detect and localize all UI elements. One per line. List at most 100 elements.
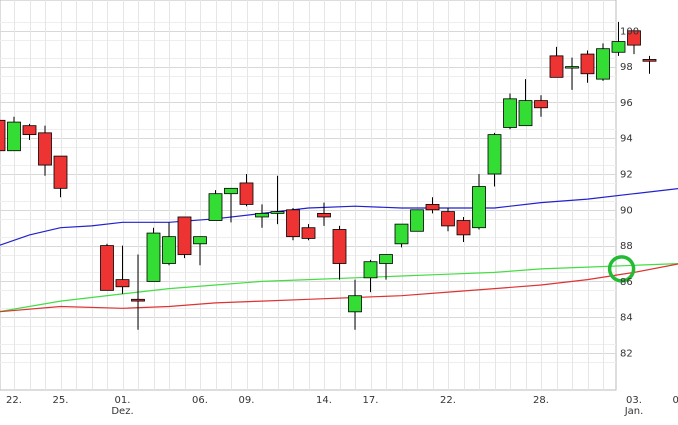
x-tick-label: 17. xyxy=(363,395,379,406)
candle-body xyxy=(53,155,68,189)
candle-body xyxy=(208,193,223,221)
y-tick-label: 94 xyxy=(620,134,633,145)
candle xyxy=(239,174,254,207)
candle xyxy=(7,116,21,152)
candle-body xyxy=(317,212,331,218)
candle xyxy=(100,243,114,291)
plot-area xyxy=(0,0,617,391)
crossover-marker xyxy=(607,255,636,283)
candle-body xyxy=(549,55,564,78)
candle-body xyxy=(270,211,285,214)
x-tick-label: 25. xyxy=(53,395,69,406)
candle xyxy=(456,216,471,243)
candle xyxy=(208,190,223,221)
moving-average-line-1 xyxy=(0,187,678,246)
candle-body xyxy=(503,98,517,128)
candle xyxy=(270,175,285,225)
candle-body xyxy=(115,279,130,288)
candle-body xyxy=(534,100,548,109)
x-tick-label: 06. xyxy=(673,395,678,406)
candle xyxy=(332,225,347,280)
x-tick-label: 28. xyxy=(533,395,549,406)
candle xyxy=(255,204,269,228)
candle xyxy=(193,236,207,266)
candle-body xyxy=(332,229,347,264)
candle xyxy=(549,46,564,78)
y-tick-label: 88 xyxy=(620,241,633,252)
candle-body xyxy=(348,295,362,313)
candle xyxy=(53,155,68,198)
candle xyxy=(394,223,409,248)
candle xyxy=(425,197,440,214)
y-tick-label: 96 xyxy=(620,98,633,109)
candle-body xyxy=(627,30,641,46)
candle-body xyxy=(239,182,254,205)
candle xyxy=(487,132,502,187)
candle xyxy=(363,259,378,293)
candle-body xyxy=(596,48,610,80)
candle-body xyxy=(580,53,595,75)
candle-body xyxy=(100,245,114,291)
y-tick-label: 84 xyxy=(620,313,633,324)
y-tick-label: 86 xyxy=(620,277,633,288)
x-tick-label: 14. xyxy=(316,395,332,406)
candle xyxy=(410,209,424,232)
candle-body xyxy=(425,204,440,211)
candle-body xyxy=(301,227,316,239)
candle-body xyxy=(518,100,533,127)
candle-body xyxy=(7,121,21,152)
candle xyxy=(348,279,362,330)
candle-body xyxy=(146,232,161,282)
candle xyxy=(580,50,595,83)
candle-body xyxy=(22,125,37,136)
x-tick-label: 22. xyxy=(440,395,456,406)
x-tick-label: 22. xyxy=(6,395,22,406)
candle xyxy=(611,21,626,56)
candle-body xyxy=(642,59,657,62)
candle-body xyxy=(441,211,455,227)
candle-body xyxy=(565,66,579,69)
x-tick-sublabel: Dez. xyxy=(111,406,133,417)
y-tick-label: 100 xyxy=(620,26,639,37)
candle xyxy=(472,174,486,230)
gridlines xyxy=(0,0,617,391)
candle xyxy=(22,123,37,140)
candle xyxy=(503,93,517,130)
candle-body xyxy=(456,220,471,236)
y-tick-label: 82 xyxy=(620,349,633,360)
candle-body xyxy=(410,209,424,232)
candle-body xyxy=(487,134,502,175)
candle xyxy=(131,254,145,330)
candle xyxy=(565,57,579,90)
candle-body xyxy=(193,236,207,245)
candle xyxy=(441,208,455,232)
candle-body xyxy=(286,209,300,238)
candle-body xyxy=(363,261,378,279)
candle-body xyxy=(0,119,6,152)
candle xyxy=(0,119,6,152)
x-axis-ticks: 22. 25. 01.Dez. 06. 09. 14. 17. 22. 28. 03.Jan. 06… xyxy=(6,395,678,417)
candle xyxy=(627,29,641,55)
x-tick-label: 06. xyxy=(192,395,208,406)
y-tick-label: 98 xyxy=(620,62,633,73)
x-tick-label: 03. xyxy=(626,395,642,406)
candle xyxy=(317,202,331,226)
candle-body xyxy=(177,216,192,255)
candle xyxy=(224,187,238,223)
y-axis-ticks: 82 84 86 88 90 92 94 96 98 100 xyxy=(620,26,639,359)
candles xyxy=(0,21,657,330)
candle xyxy=(534,95,548,117)
candle-body xyxy=(394,223,409,245)
x-tick-sublabel: Jan. xyxy=(624,406,644,417)
moving-average-line-3 xyxy=(0,263,678,313)
candle-body xyxy=(131,298,145,302)
candle xyxy=(379,254,393,280)
candle-body xyxy=(224,187,238,195)
candle-body xyxy=(472,186,486,229)
x-tick-label: 01. xyxy=(115,395,131,406)
candle xyxy=(115,245,130,294)
candle-body xyxy=(255,212,269,218)
candle xyxy=(518,79,533,127)
candle xyxy=(162,222,176,266)
